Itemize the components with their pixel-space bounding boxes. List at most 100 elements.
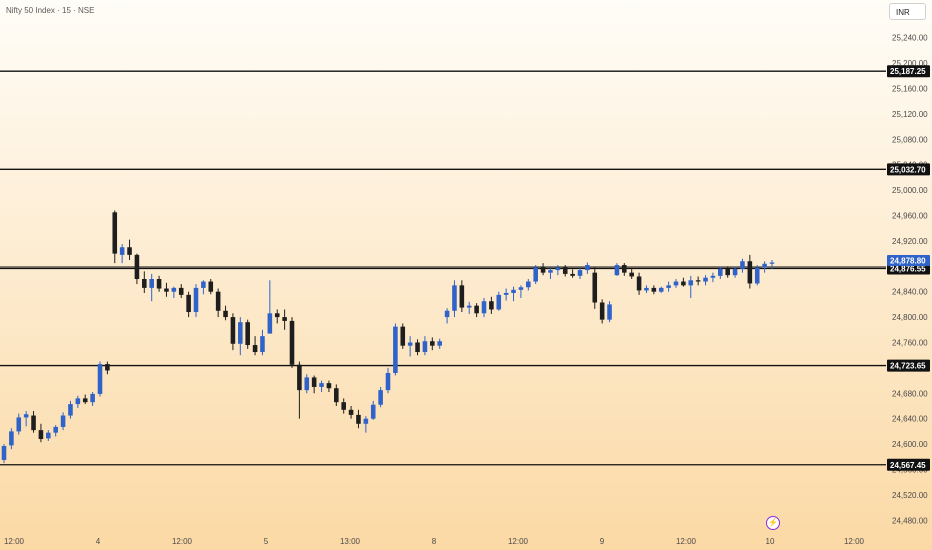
candle-body[interactable] [60,415,66,427]
candle-body[interactable] [607,304,612,320]
candle-body[interactable] [193,287,199,313]
candle-body[interactable] [570,273,575,276]
candle-body[interactable] [562,267,568,274]
candle-body[interactable] [230,317,236,344]
candle-body[interactable] [134,254,140,279]
candle-body[interactable] [540,267,546,273]
candle-body[interactable] [267,313,273,334]
candle-body[interactable] [16,417,22,432]
candle-body[interactable] [636,276,642,291]
candle-body[interactable] [385,372,391,391]
candle-body[interactable] [577,270,583,276]
candle-body[interactable] [274,313,280,318]
lightning-icon[interactable]: ⚡ [766,516,780,530]
candle-body[interactable] [422,341,428,353]
candle-body[interactable] [297,364,302,391]
candle-body[interactable] [97,364,103,394]
candle-body[interactable] [186,294,191,313]
candle-body[interactable] [363,418,369,424]
candle-body[interactable] [9,431,14,446]
candle-body[interactable] [164,288,169,292]
candle-body[interactable] [348,409,354,415]
candle-body[interactable] [658,287,664,292]
candle-body[interactable] [555,267,561,271]
candle-body[interactable] [740,261,745,269]
candle-body[interactable] [252,345,258,353]
candle-body[interactable] [466,305,472,308]
candle-body[interactable] [481,301,487,314]
candle-body[interactable] [548,270,553,273]
candle-body[interactable] [533,267,538,282]
candle-body[interactable] [666,285,671,288]
candle-body[interactable] [68,404,73,416]
candle-body[interactable] [31,415,36,431]
candle-body[interactable] [105,364,110,371]
candle-body[interactable] [452,285,457,311]
currency-button[interactable]: INR [889,3,926,20]
candle-body[interactable] [688,280,694,286]
candle-body[interactable] [82,398,88,403]
candle-body[interactable] [53,426,58,433]
candle-body[interactable] [489,301,494,310]
candle-body[interactable] [38,430,44,440]
candle-body[interactable] [732,268,738,276]
candle-body[interactable] [142,279,147,288]
candle-body[interactable] [223,310,228,318]
candle-body[interactable] [518,287,524,290]
candle-body[interactable] [304,377,310,391]
candle-body[interactable] [400,326,406,346]
candle-body[interactable] [503,292,509,295]
candle-body[interactable] [769,262,775,264]
candle-body[interactable] [754,267,760,284]
candle-body[interactable] [326,383,332,389]
candle-body[interactable] [415,342,420,353]
candle-body[interactable] [119,247,125,255]
candle-body[interactable] [260,336,265,353]
candle-body[interactable] [407,342,413,346]
candle-body[interactable] [201,281,206,288]
candle-body[interactable] [622,265,627,273]
candle-body[interactable] [127,247,132,255]
candle-body[interactable] [430,341,435,346]
candle-body[interactable] [1,446,7,460]
candle-body[interactable] [23,414,29,418]
candle-body[interactable] [511,289,516,293]
candle-body[interactable] [171,287,177,292]
candle-body[interactable] [356,414,361,424]
candle-body[interactable] [75,398,81,405]
candle-body[interactable] [437,341,442,346]
candle-body[interactable] [208,281,214,292]
candle-body[interactable] [341,402,346,410]
candle-body[interactable] [334,388,339,403]
candle-body[interactable] [644,287,649,291]
candle-body[interactable] [673,281,679,286]
candle-body[interactable] [599,302,605,320]
candle-body[interactable] [282,317,287,321]
candle-body[interactable] [710,275,716,278]
candle-body[interactable] [629,272,634,277]
candle-body[interactable] [496,294,502,310]
candle-body[interactable] [592,272,598,303]
candle-body[interactable] [459,285,465,308]
candle-body[interactable] [90,393,95,403]
candle-body[interactable] [718,268,723,276]
candle-body[interactable] [238,322,243,344]
candle-body[interactable] [681,281,686,286]
candle-body[interactable] [46,432,51,439]
candle-body[interactable] [695,280,701,282]
candle-body[interactable] [112,212,118,254]
candle-body[interactable] [319,383,324,387]
candle-body[interactable] [614,265,620,276]
candle-body[interactable] [215,291,221,311]
candle-body[interactable] [474,305,479,314]
candle-body[interactable] [444,310,450,318]
candle-body[interactable] [245,322,250,346]
candle-body[interactable] [156,279,162,289]
candle-body[interactable] [393,326,398,373]
candle-body[interactable] [703,277,708,282]
candle-body[interactable] [747,261,753,284]
candle-body[interactable] [378,390,383,405]
candle-body[interactable] [370,404,376,419]
candle-body[interactable] [526,281,531,288]
